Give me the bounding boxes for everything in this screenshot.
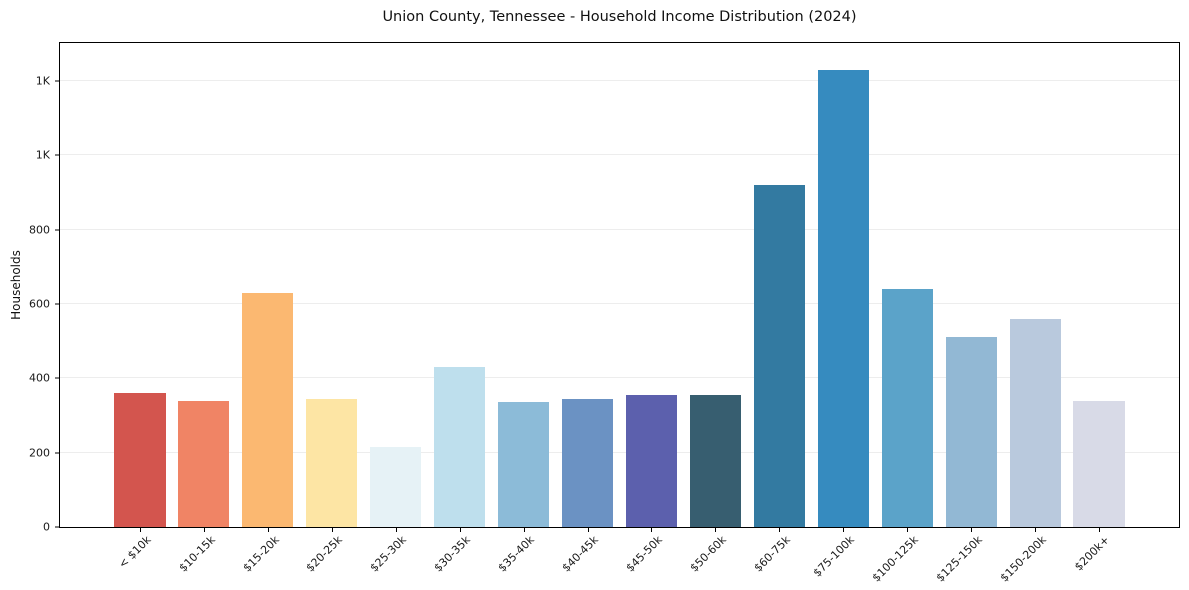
x-tick-mark (587, 527, 589, 532)
bar-200k (1073, 400, 1125, 527)
x-tick-label: $75-100k (810, 533, 857, 580)
gridline (60, 228, 1179, 230)
y-tick-mark (55, 452, 60, 454)
gridline (60, 377, 1179, 379)
bar-slot: $10-15k (172, 43, 236, 575)
y-tick-label: 1K (35, 148, 50, 162)
x-tick-label: $125-150k (933, 533, 985, 585)
y-tick-mark (55, 80, 60, 82)
bar-40-45k (561, 398, 614, 527)
bar-35-40k (498, 402, 550, 527)
bar-15-20k (242, 292, 294, 527)
bar-slot: < $10k (108, 43, 172, 571)
y-tick: 1K (36, 75, 60, 86)
bar-150-200k (1009, 318, 1061, 527)
x-tick-label: $100-125k (869, 533, 921, 585)
x-tick-mark (459, 527, 461, 532)
bar-slot: $30-35k (428, 43, 492, 575)
x-tick-label: $45-50k (623, 533, 665, 575)
x-tick-mark (395, 527, 397, 532)
y-tick: 800 (29, 224, 60, 235)
bar-60-75k (753, 185, 805, 527)
x-tick-mark (203, 527, 205, 532)
x-tick-label: $10-15k (176, 533, 218, 575)
x-tick-mark (907, 527, 909, 532)
bar-20-25k (306, 398, 358, 527)
y-tick-label: 200 (29, 446, 50, 460)
x-tick-label: $20-25k (304, 533, 346, 575)
x-tick-mark (715, 527, 717, 532)
bar-10-15k (178, 400, 230, 527)
y-tick-label: 0 (43, 520, 50, 534)
x-tick-label: < $10k (115, 533, 154, 571)
gridline (60, 451, 1179, 453)
x-tick-label: $40-45k (559, 533, 602, 575)
y-tick-mark (55, 229, 60, 231)
y-tick-label: 1K (35, 74, 50, 88)
x-tick-label: $30-35k (431, 533, 474, 575)
x-tick-label: $60-75k (751, 533, 793, 575)
gridline (60, 302, 1179, 304)
bar-slot: $125-150k (933, 43, 1003, 584)
bar-25-30k (370, 447, 422, 527)
bar-slot: $100-125k (870, 43, 939, 584)
bar-10k (114, 393, 166, 527)
x-tick-mark (1099, 527, 1101, 532)
y-tick: 600 (29, 298, 60, 309)
y-tick-label: 800 (29, 223, 50, 237)
bar-50-60k (689, 395, 741, 527)
bar-slot: $75-100k (811, 43, 875, 579)
x-tick-label: $200k+ (1072, 533, 1113, 574)
bar-slot: $20-25k (300, 43, 364, 575)
bar-30-35k (434, 367, 486, 527)
x-tick-mark (523, 527, 525, 532)
y-tick: 1K (36, 150, 60, 161)
chart-title: Union County, Tennessee - Household Inco… (382, 9, 857, 25)
y-tick-mark (55, 154, 60, 156)
y-tick-mark (55, 377, 60, 379)
bar-75-100k (817, 69, 869, 527)
x-tick-label: $35-40k (495, 533, 538, 575)
bar-slot: $50-60k (683, 43, 747, 575)
bar-slot: $40-45k (556, 43, 620, 575)
x-tick-mark (779, 527, 781, 532)
y-tick-label: 600 (29, 297, 50, 311)
gridline (60, 79, 1179, 81)
x-tick-mark (843, 527, 845, 532)
plot-area: 0 200 400 600 800 1K 1K < $10k $10-15k $15-20k $2… (29, 42, 1180, 584)
y-axis-label: Households (9, 250, 23, 320)
y-tick-label: 400 (29, 371, 50, 385)
bar-series: < $10k $10-15k $15-20k $20-25k $25-30k $30-35… (60, 43, 1179, 584)
bar-45-50k (625, 395, 678, 527)
y-tick: 0 (43, 522, 60, 533)
bar-slot: $45-50k (620, 43, 684, 575)
bar-slot: $35-40k (492, 43, 556, 575)
x-tick-label: $50-60k (687, 533, 729, 575)
bar-slot: $25-30k (364, 43, 428, 575)
x-tick-mark (139, 527, 141, 532)
bar-slot: $150-200k (997, 43, 1067, 584)
x-tick-label: $25-30k (367, 533, 410, 575)
x-tick-mark (651, 527, 653, 532)
gridline (60, 154, 1179, 156)
y-tick-mark (55, 526, 60, 528)
bar-100-125k (881, 289, 933, 527)
bar-slot: $15-20k (236, 43, 300, 575)
x-tick-label: $15-20k (240, 533, 282, 575)
bar-125-150k (945, 337, 997, 527)
y-tick: 400 (29, 373, 60, 384)
x-tick-mark (971, 527, 973, 532)
y-tick: 200 (29, 447, 60, 458)
bar-slot: $200k+ (1067, 43, 1131, 573)
x-tick-label: $150-200k (997, 533, 1049, 585)
x-tick-mark (267, 527, 269, 532)
x-tick-mark (1035, 527, 1037, 532)
y-tick-mark (55, 303, 60, 305)
bar-slot: $60-75k (747, 43, 811, 575)
x-tick-mark (331, 527, 333, 532)
